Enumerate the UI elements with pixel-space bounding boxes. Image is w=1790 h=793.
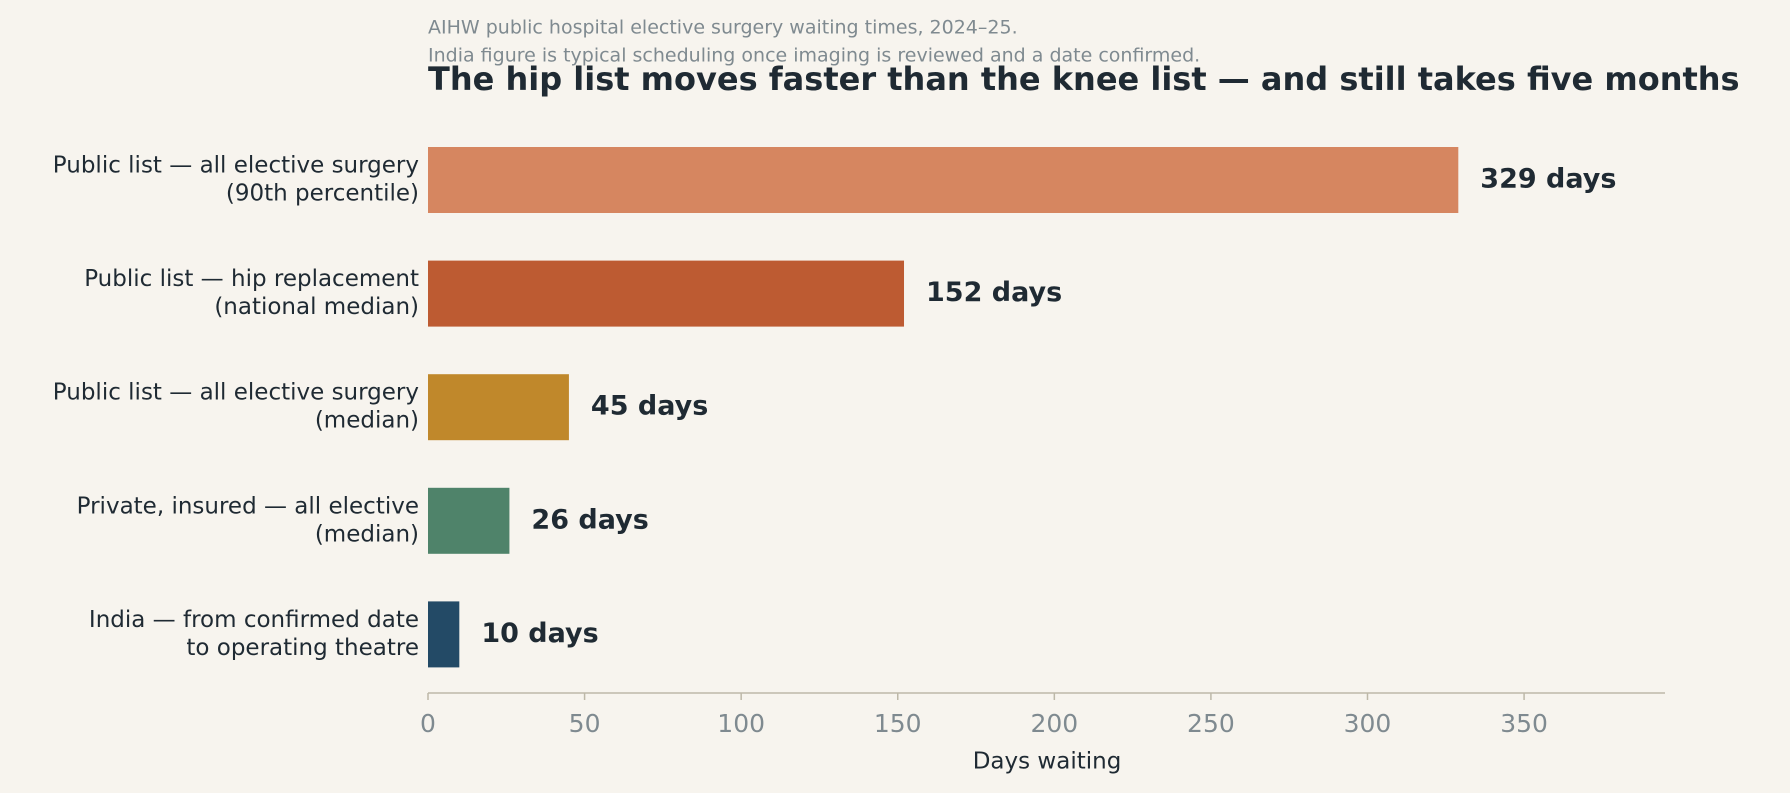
bar [428,374,569,441]
value-label: 10 days [481,618,598,649]
y-tick-label: Private, insured — all elective [77,493,419,519]
chart-title: The hip list moves faster than the knee … [428,60,1740,98]
x-tick-label: 300 [1344,709,1392,738]
bar [428,147,1459,213]
x-tick-label: 50 [569,709,601,738]
x-tick-label: 200 [1030,709,1078,738]
bar [428,601,460,668]
subtitle: AIHW public hospital elective surgery wa… [428,17,1018,39]
x-tick-label: 0 [420,709,436,738]
y-tick-label: (median) [315,521,419,547]
x-tick-label: 150 [874,709,922,738]
x-tick-label: 250 [1187,709,1235,738]
value-label: 26 days [531,504,648,535]
value-label: 45 days [591,391,708,422]
y-tick-label: (90th percentile) [226,181,419,207]
subtitle: India figure is typical scheduling once … [428,45,1200,67]
y-tick-label: (median) [315,408,419,434]
y-tick-label: India — from confirmed date [89,607,419,633]
y-tick-label: Public list — all elective surgery [53,380,419,406]
y-tick-label: to operating theatre [186,635,419,661]
bar [428,487,510,554]
value-label: 329 days [1480,164,1616,195]
y-tick-label: Public list — hip replacement [84,266,419,292]
x-axis-label: Days waiting [973,749,1122,775]
y-tick-label: Public list — all elective surgery [53,153,419,179]
x-tick-label: 100 [717,709,765,738]
x-tick-label: 350 [1500,709,1548,738]
value-label: 152 days [926,277,1062,308]
y-tick-label: (national median) [214,294,419,320]
bar [428,260,905,327]
